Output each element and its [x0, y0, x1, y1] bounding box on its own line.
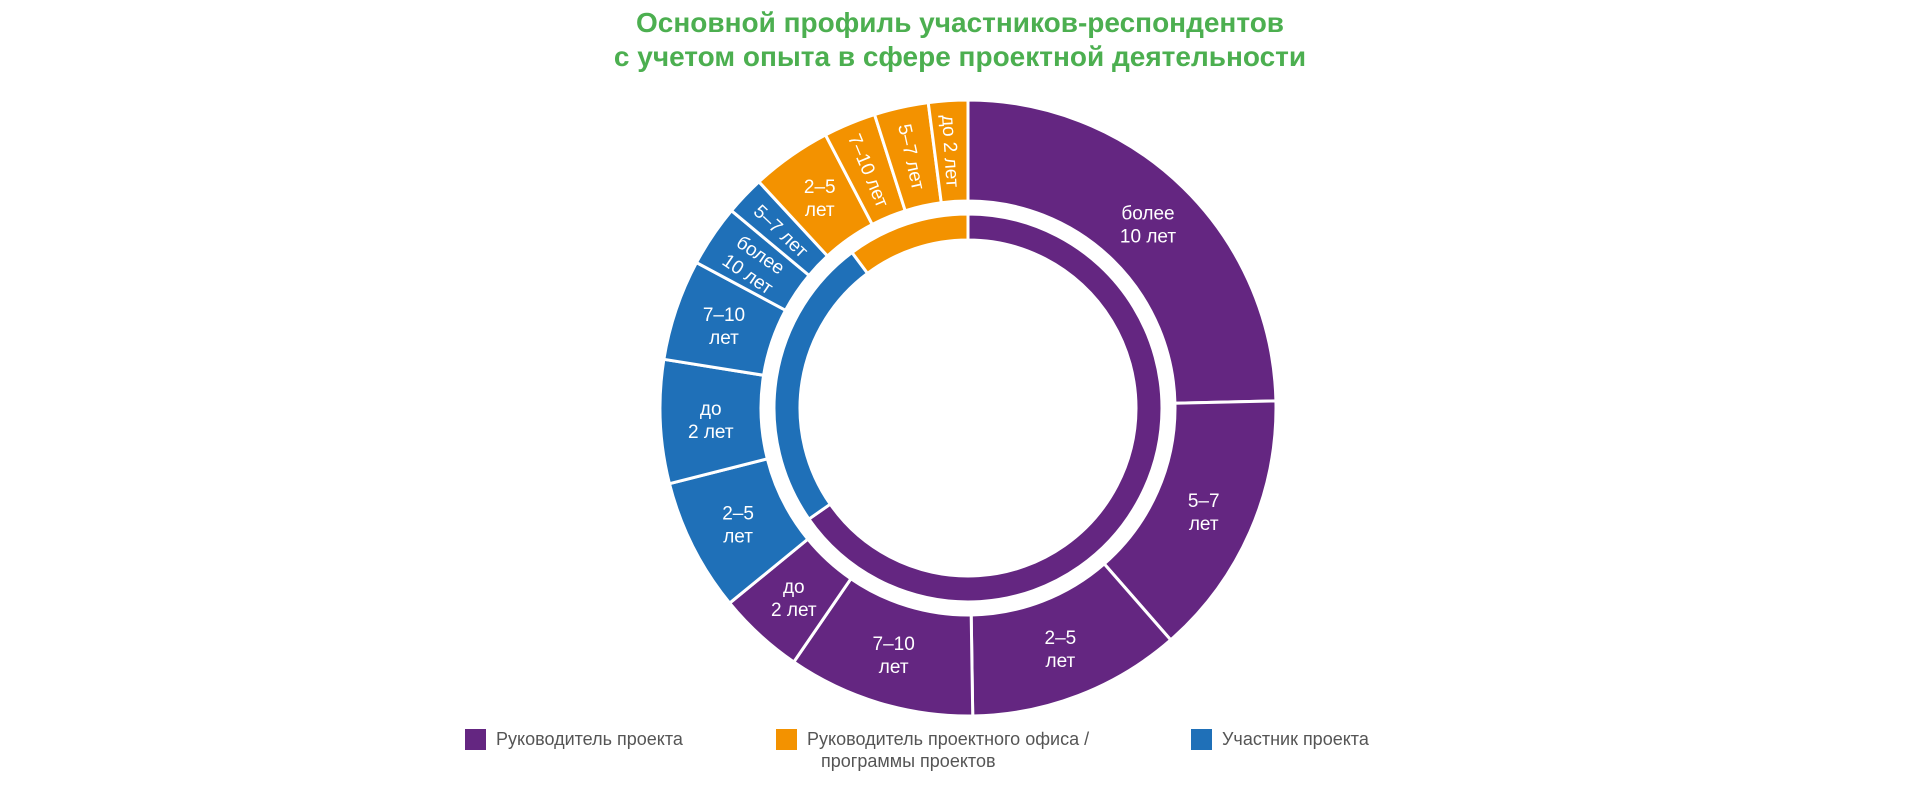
chart-title-line-2: с учетом опыта в сфере проектной деятель…: [613, 41, 1307, 72]
inner-slice-office: [849, 212, 970, 276]
chart-title-line-1: Основной профиль участников-респондентов: [635, 7, 1285, 38]
chart-title: Основной профиль участников-респондентов…: [0, 6, 1920, 74]
legend-label-office: Руководитель проектного офиса / программ…: [807, 729, 1090, 771]
legend-swatch-member: [1191, 729, 1212, 750]
outer-slice-office-13: [926, 98, 970, 205]
legend-swatch-office: [776, 729, 797, 750]
outer-slice-label-0: более 10 лет: [1120, 203, 1176, 247]
legend-label-manager: Руководитель проекта: [496, 729, 683, 749]
outer-slice-label-4: до 2 лет: [771, 577, 817, 621]
outer-slice-label-6: до 2 лет: [688, 399, 734, 443]
legend-item-office: Руководитель проектного офиса / программ…: [776, 728, 1089, 772]
outer-slice-label-2: 2–5 лет: [1045, 628, 1077, 672]
legend-swatch-manager: [465, 729, 486, 750]
outer-slice-label-10: 2–5 лет: [804, 177, 836, 221]
legend-item-member: Участник проекта: [1191, 728, 1369, 750]
outer-slice-label-5: 2–5 лет: [722, 503, 754, 547]
outer-ring: [658, 98, 1278, 718]
inner-ring: [772, 212, 1164, 604]
legend-item-manager: Руководитель проекта: [465, 728, 683, 750]
outer-slice-label-1: 5–7 лет: [1188, 491, 1220, 535]
outer-slice-label-7: 7–10 лет: [703, 305, 745, 349]
outer-slice-label-3: 7–10 лет: [873, 634, 915, 678]
outer-slice-label-13: до 2 лет: [937, 114, 963, 188]
legend-label-member: Участник проекта: [1222, 729, 1369, 749]
inner-slice-manager: [806, 212, 1164, 604]
outer-slice-manager-0: [966, 98, 1278, 405]
